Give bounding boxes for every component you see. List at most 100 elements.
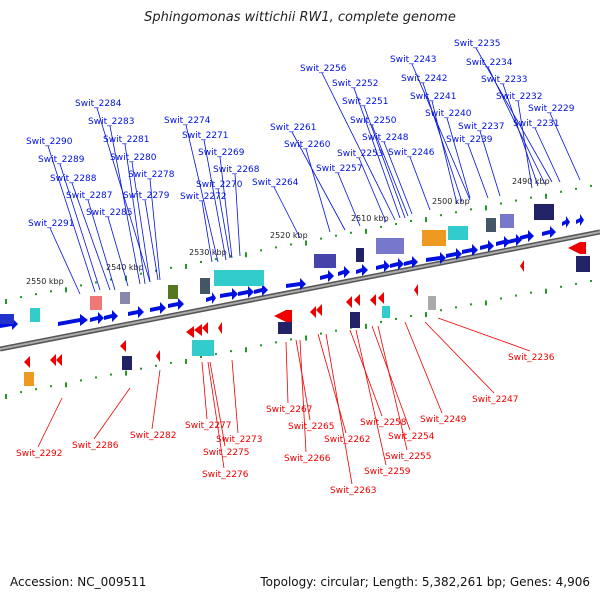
gene-label: Swit_2288 xyxy=(50,174,97,184)
leader-line xyxy=(203,139,227,261)
tick-mark xyxy=(110,278,112,281)
gene-label: Swit_2259 xyxy=(364,467,411,477)
gene-label: Swit_2249 xyxy=(420,415,467,425)
tick-mark xyxy=(335,329,337,332)
leader-line xyxy=(107,216,129,287)
leader-line xyxy=(325,333,353,485)
feature-tracks xyxy=(0,204,590,386)
tick-mark xyxy=(485,300,487,306)
tick-mark xyxy=(170,361,172,364)
tick-mark xyxy=(215,353,217,356)
gene-label: Swit_2271 xyxy=(182,131,229,141)
gene-label: Swit_2264 xyxy=(252,178,299,188)
tick-mark xyxy=(275,246,277,249)
leader-line xyxy=(131,161,151,283)
tick-mark xyxy=(5,299,7,305)
tick-mark xyxy=(320,237,322,240)
gene-label: Swit_2290 xyxy=(26,137,73,147)
gene-label: Swit_2240 xyxy=(425,109,472,119)
leader-line xyxy=(37,397,63,448)
gene-label: Swit_2250 xyxy=(350,116,397,126)
gene-label: Swit_2285 xyxy=(86,208,133,218)
leader-line xyxy=(295,339,311,421)
gene-label: Swit_2278 xyxy=(128,170,175,180)
gene-label: Swit_2260 xyxy=(284,140,331,150)
gene-label: Swit_2268 xyxy=(213,165,260,175)
tick-mark xyxy=(5,394,7,400)
forward-gene-arrows xyxy=(0,214,584,330)
gene-label: Swit_2261 xyxy=(270,123,317,133)
gene-label: Swit_2274 xyxy=(164,116,211,126)
tick-mark xyxy=(245,252,247,258)
leader-line xyxy=(363,105,406,219)
leader-line xyxy=(517,100,533,189)
tick-mark xyxy=(290,338,292,341)
leader-line xyxy=(424,321,495,394)
leader-line xyxy=(371,325,411,431)
gene-label: Swit_2283 xyxy=(88,117,135,127)
leader-line xyxy=(71,182,111,291)
leader-line xyxy=(151,369,161,430)
kbp-label: 2510 kbp xyxy=(351,214,389,223)
gene-label: Swit_2270 xyxy=(196,180,243,190)
kbp-label: 2550 kbp xyxy=(26,277,64,286)
leader-line xyxy=(273,186,301,239)
tick-mark xyxy=(275,341,277,344)
kbp-label: 2530 kbp xyxy=(189,248,227,257)
tick-mark xyxy=(230,350,232,353)
leader-line xyxy=(467,143,489,199)
gene-label: Swit_2257 xyxy=(316,164,363,174)
tick-mark xyxy=(470,208,472,211)
tick-mark xyxy=(155,364,157,367)
gene-label: Swit_2252 xyxy=(332,79,379,89)
gene-label: Swit_2273 xyxy=(216,435,263,445)
feature-boxes xyxy=(0,204,590,386)
kbp-label: 2520 kbp xyxy=(270,231,308,240)
tick-mark xyxy=(470,303,472,306)
gene-label: Swit_2280 xyxy=(110,153,157,163)
leader-line xyxy=(87,199,116,291)
tick-mark xyxy=(65,382,67,388)
tick-mark xyxy=(395,317,397,320)
leader-line xyxy=(549,112,581,181)
gene-label: Swit_2236 xyxy=(508,353,555,363)
gene-label: Swit_2277 xyxy=(185,421,232,431)
leader-line xyxy=(487,66,546,185)
tick-mark xyxy=(20,391,22,394)
leader-line xyxy=(437,317,531,352)
gene-label: Swit_2265 xyxy=(288,422,335,432)
genome-summary-text: Topology: circular; Length: 5,382,261 bp… xyxy=(260,575,590,589)
tick-mark xyxy=(560,190,562,193)
leader-line xyxy=(411,63,471,201)
gene-label: Swit_2276 xyxy=(202,470,249,480)
gene-label: Swit_2282 xyxy=(130,431,177,441)
leader-line xyxy=(219,156,233,259)
tick-mark xyxy=(125,370,127,376)
tick-mark xyxy=(200,261,202,263)
leader-line xyxy=(422,82,463,203)
leader-line xyxy=(93,387,131,440)
tick-mark xyxy=(80,284,82,287)
tick-mark xyxy=(380,320,382,323)
tick-mark xyxy=(530,196,532,199)
gene-label: Swit_2237 xyxy=(458,122,505,132)
gene-label: Swit_2241 xyxy=(410,92,457,102)
forward-gene-labels: Swit_2235 Swit_2234 Swit_2233 Swit_2232 Swit… xyxy=(26,39,581,295)
leader-line xyxy=(49,227,81,295)
leader-line xyxy=(358,157,387,223)
leader-line xyxy=(479,130,501,197)
tick-mark xyxy=(155,269,157,272)
tick-mark xyxy=(425,312,427,318)
gene-label: Swit_2255 xyxy=(385,452,432,462)
gene-label: Swit_2284 xyxy=(75,99,122,109)
page-title: Sphingomonas wittichii RW1, complete gen… xyxy=(144,10,456,25)
tick-mark xyxy=(500,297,502,300)
gene-label: Swit_2229 xyxy=(528,104,575,114)
tick-mark xyxy=(365,228,367,234)
leader-line xyxy=(291,131,346,231)
leader-line xyxy=(353,87,401,219)
leader-line xyxy=(201,200,213,263)
leader-line xyxy=(305,148,331,233)
tick-mark xyxy=(455,211,457,214)
